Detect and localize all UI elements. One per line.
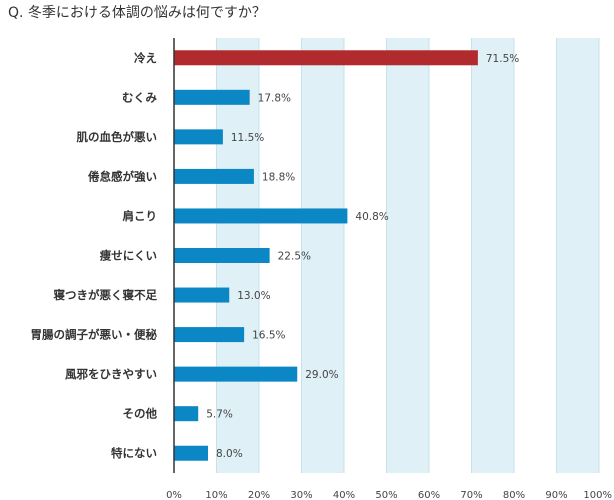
x-tick-label: 20% — [248, 490, 270, 500]
bar — [174, 366, 298, 382]
value-label: 5.7% — [206, 409, 233, 421]
category-label: 冷え — [134, 51, 157, 65]
x-tick-label: 10% — [205, 490, 227, 500]
bar — [174, 50, 478, 66]
bar — [174, 208, 348, 224]
value-label: 8.0% — [216, 448, 243, 460]
value-label: 18.8% — [262, 171, 295, 183]
x-tick-label: 90% — [545, 490, 567, 500]
category-label: 肌の血色が悪い — [77, 130, 158, 144]
bar — [174, 248, 270, 263]
value-label: 29.0% — [305, 369, 338, 381]
value-label: 22.5% — [278, 251, 311, 263]
category-label: その他 — [123, 407, 158, 421]
bar — [174, 445, 208, 461]
x-tick-label: 70% — [460, 490, 482, 500]
category-label: 特にない — [111, 446, 157, 460]
category-label: 肩こり — [123, 209, 158, 223]
grid-band — [301, 38, 344, 473]
x-tick-label: 40% — [333, 490, 355, 500]
grid-band — [386, 38, 429, 473]
value-label: 13.0% — [237, 290, 270, 302]
x-tick-label: 80% — [503, 490, 525, 500]
bar — [174, 89, 250, 105]
grid-band — [471, 38, 514, 473]
value-label: 40.8% — [355, 211, 388, 223]
category-label: 寝つきが悪く寝不足 — [54, 288, 158, 302]
category-label: 胃腸の調子が悪い・便秘 — [31, 328, 158, 342]
x-tick-label: 0% — [166, 490, 182, 500]
grid-band — [556, 38, 599, 473]
bar — [174, 327, 245, 343]
value-label: 17.8% — [258, 92, 291, 104]
x-tick-label: 50% — [375, 490, 397, 500]
category-label: 倦怠感が強い — [88, 169, 157, 183]
x-tick-label: 60% — [418, 490, 440, 500]
bar — [174, 406, 199, 422]
category-label: 痩せにくい — [100, 249, 157, 263]
category-label: 風邪をひきやすい — [65, 367, 157, 381]
x-tick-label: 30% — [290, 490, 312, 500]
x-tick-label: 100% — [583, 490, 612, 500]
value-label: 71.5% — [486, 53, 519, 65]
value-label: 11.5% — [231, 132, 264, 144]
bar — [174, 287, 230, 303]
question-title: Q. 冬季における体調の悩みは何ですか？ — [8, 5, 266, 21]
value-label: 16.5% — [252, 330, 285, 342]
category-label: むくみ — [122, 90, 157, 104]
bar — [174, 168, 254, 184]
bar — [174, 129, 223, 145]
